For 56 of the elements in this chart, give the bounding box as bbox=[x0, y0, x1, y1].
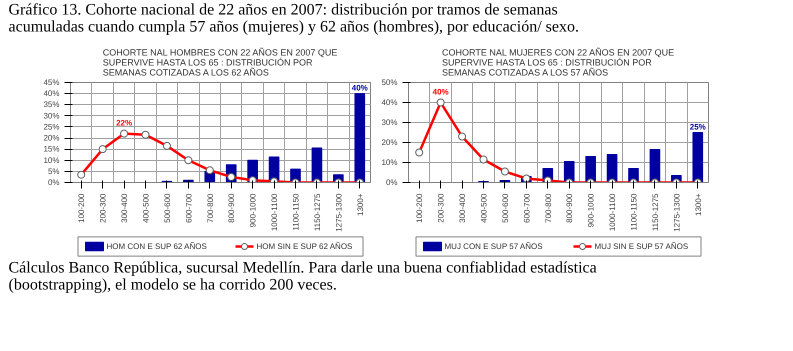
y-tick-label: 40% bbox=[381, 98, 398, 107]
x-tick-label: 100-200 bbox=[415, 192, 424, 223]
x-tick-label: 900-1000 bbox=[248, 192, 258, 228]
x-tick-label: 400-500 bbox=[142, 192, 150, 223]
legend-label: HOM SIN E SUP 62 AÑOS bbox=[256, 241, 352, 251]
x-tick-label: 1100-1150 bbox=[292, 192, 300, 231]
y-tick-label: 0% bbox=[386, 178, 398, 187]
x-tick-label: 1100-1150 bbox=[630, 192, 638, 231]
x-tick-label: 1000-1100 bbox=[270, 192, 280, 232]
y-tick-label: 40% bbox=[43, 89, 60, 98]
legend-label: HOM CON E SUP 62 AÑOS bbox=[106, 241, 207, 251]
text: Gráfico 13. Cohorte nacional de 22 años en 2007: distribución por tramos de semanas acumuladas cuando cumpla 57 años (mujeres) y 62 años (hombres), por educación/ sexo. bbox=[8, 2, 579, 36]
x-tick-label: 1300+ bbox=[694, 193, 703, 216]
x-tick-label: 300-400 bbox=[458, 192, 468, 223]
x-tick-label: 100-200 bbox=[77, 192, 86, 223]
y-tick-label: 20% bbox=[381, 138, 398, 147]
x-tick-label: 500-600 bbox=[500, 192, 510, 223]
y-tick-label: 10% bbox=[43, 156, 60, 165]
y-tick-label: 50% bbox=[381, 78, 398, 87]
legend-label: MUJ SIN E SUP 57 AÑOS bbox=[594, 241, 688, 251]
x-tick-label: 700-800 bbox=[544, 192, 553, 223]
y-tick-label: 30% bbox=[381, 118, 398, 127]
data-label: 40% bbox=[352, 84, 368, 93]
data-label: 22% bbox=[116, 118, 132, 128]
x-tick-label: 1150-1275 bbox=[312, 192, 322, 232]
x-tick-label: 500-600 bbox=[162, 192, 172, 223]
x-tick-label: 1275-1300 bbox=[672, 192, 682, 232]
y-tick-label: 15% bbox=[43, 144, 60, 154]
x-tick-label: 700-800 bbox=[206, 192, 215, 223]
chart-title: COHORTE NAL MUJERES CON 22 AÑOS EN 2007 QUE SUPERVIVE HASTA LOS 65 : DISTRIBUCIÓN POR SEMANAS COTIZADAS A LOS 57 AÑOS bbox=[442, 48, 674, 78]
x-tick-label: 200-300 bbox=[436, 192, 446, 223]
x-tick-label: 200-300 bbox=[98, 192, 108, 223]
x-tick-label: 800-900 bbox=[565, 192, 574, 223]
data-label: 40% bbox=[432, 88, 449, 96]
y-tick-label: 45% bbox=[43, 78, 60, 87]
x-tick-label: 400-500 bbox=[480, 192, 488, 223]
y-tick-label: 5% bbox=[48, 166, 60, 176]
legend-label: MUJ CON E SUP 57 AÑOS bbox=[444, 241, 543, 251]
y-tick-label: 25% bbox=[43, 122, 60, 132]
text: Cálculos Banco República, sucursal Medellín. Para darle una buena confiablidad estadística (bootstrapping), el modelo se ha corrido 200 veces. bbox=[8, 260, 597, 294]
data-label: 25% bbox=[690, 122, 706, 132]
x-tick-label: 1275-1300 bbox=[334, 192, 344, 232]
y-tick-label: 0% bbox=[48, 178, 60, 187]
x-tick-label: 1300+ bbox=[356, 193, 365, 216]
chart-title: COHORTE NAL HOMBRES CON 22 AÑOS EN 2007 QUE SUPERVIVE HASTA LOS 65 : DISTRIBUCIÓN POR SEMANAS COTIZADAS A LOS 62 AÑOS bbox=[102, 48, 338, 78]
x-tick-label: 900-1000 bbox=[586, 192, 596, 228]
y-tick-label: 20% bbox=[43, 134, 60, 143]
x-tick-label: 600-700 bbox=[522, 192, 532, 223]
x-tick-label: 1000-1100 bbox=[608, 192, 618, 232]
y-tick-label: 35% bbox=[43, 100, 60, 110]
y-tick-label: 10% bbox=[381, 158, 398, 167]
x-tick-label: 600-700 bbox=[184, 192, 194, 223]
y-tick-label: 30% bbox=[43, 111, 60, 120]
x-tick-label: 800-900 bbox=[227, 192, 236, 223]
x-tick-label: 300-400 bbox=[120, 192, 130, 223]
x-tick-label: 1150-1275 bbox=[650, 192, 660, 232]
